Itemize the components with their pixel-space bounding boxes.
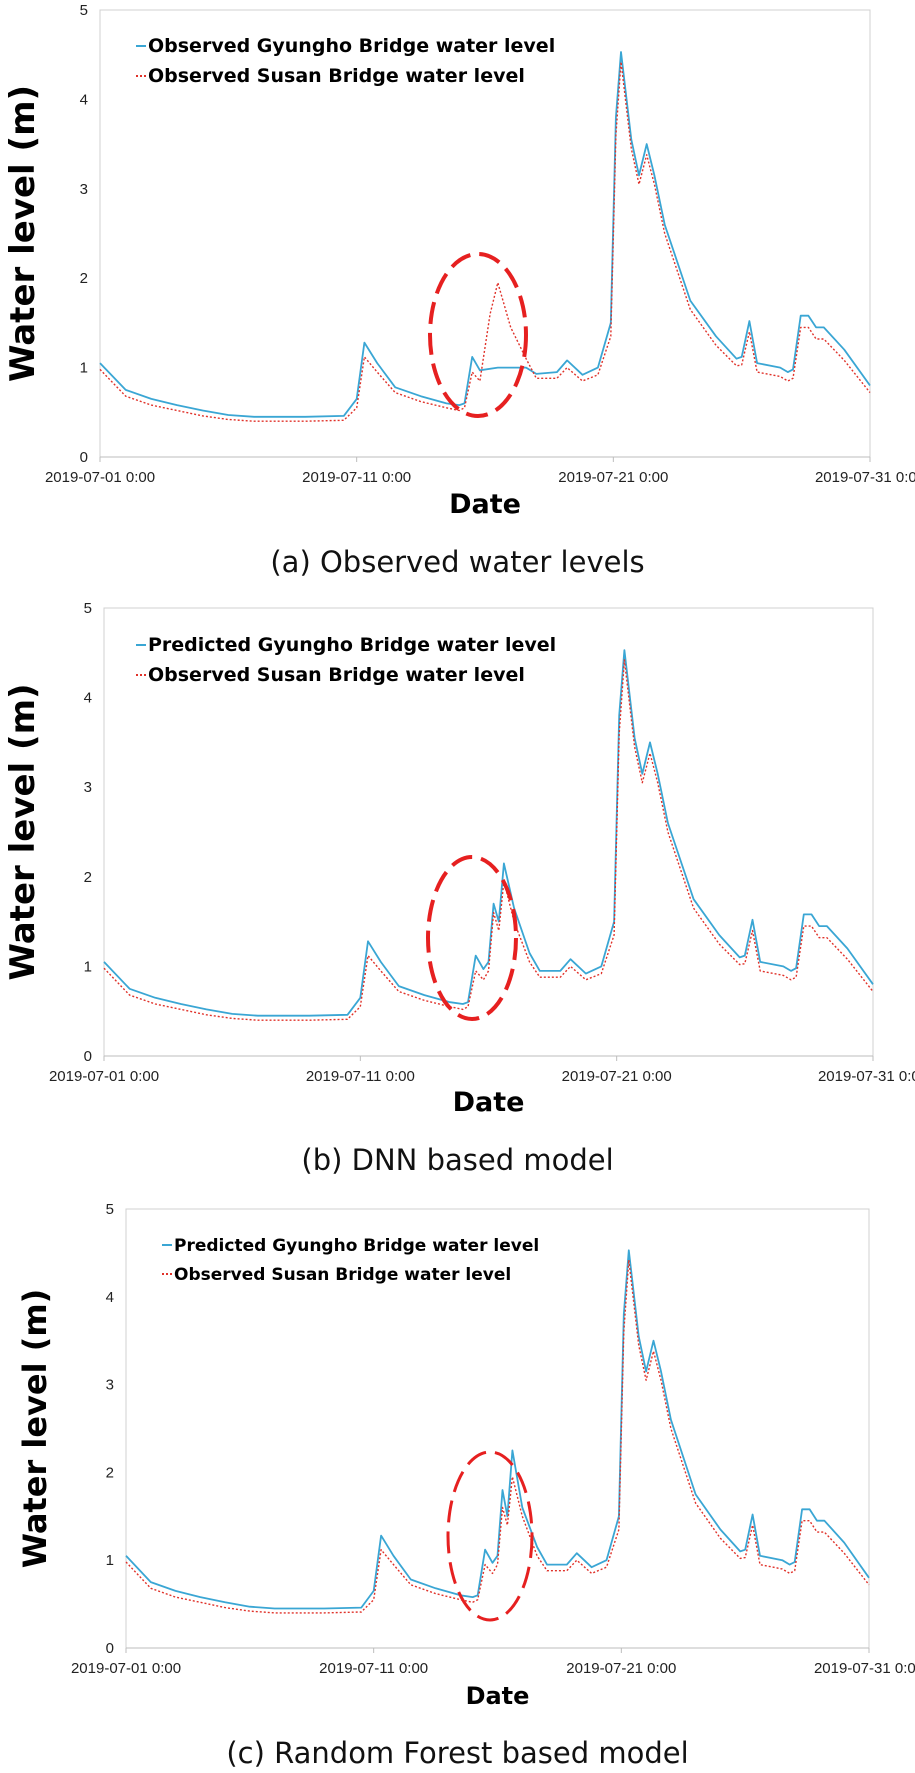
x-tick-label: 2019-07-11 0:00	[306, 1068, 415, 1085]
y-tick-label: 4	[84, 690, 92, 707]
x-tick-label: 2019-07-21 0:00	[562, 1068, 672, 1085]
x-tick-label: 2019-07-01 0:00	[71, 1660, 181, 1677]
y-tick-label: 0	[80, 449, 88, 466]
series-line-susan	[125, 1259, 870, 1614]
y-tick-label: 1	[84, 958, 92, 975]
series-line-gyungho	[99, 51, 871, 418]
y-tick-label: 4	[106, 1289, 114, 1306]
x-tick-label: 2019-07-21 0:00	[566, 1660, 676, 1677]
y-tick-label: 3	[80, 181, 88, 198]
x-tick-label: 2019-07-01 0:00	[45, 469, 155, 486]
y-tick-label: 3	[106, 1377, 114, 1394]
x-tick-label: 2019-07-01 0:00	[49, 1068, 159, 1085]
y-axis-title: Water level (m)	[16, 1289, 54, 1569]
series-line-gyungho	[103, 649, 874, 1017]
highlight-ellipse	[426, 855, 518, 1021]
y-tick-label: 2	[84, 869, 92, 886]
y-tick-label: 2	[80, 270, 88, 287]
y-axis-title: Water level (m)	[3, 683, 43, 980]
chart-random-forest-model: 0 1 2 3 4 5 2019-07-01 0:00 2019-07-11 0:00 2019…	[16, 1201, 915, 1710]
y-tick-label: 3	[84, 779, 92, 796]
legend-entry: Observed Gyungho Bridge water level	[148, 35, 555, 57]
caption-dnn-model: (b) DNN based model	[301, 1143, 614, 1177]
y-tick-label: 4	[80, 91, 88, 108]
legend-entry: Observed Susan Bridge water level	[148, 664, 525, 686]
legend-entry: Predicted Gyungho Bridge water level	[174, 1236, 539, 1256]
legend-entry: Observed Susan Bridge water level	[148, 65, 525, 87]
x-axis-title: Date	[453, 1087, 525, 1118]
highlight-ellipse	[428, 252, 528, 418]
caption-observed-water-levels: (a) Observed water levels	[270, 545, 645, 579]
y-tick-label: 5	[80, 2, 88, 19]
x-tick-label: 2019-07-21 0:00	[558, 469, 668, 486]
y-tick-label: 0	[106, 1640, 114, 1657]
x-axis-title: Date	[449, 489, 521, 520]
x-axis-title: Date	[466, 1682, 530, 1710]
x-tick-label: 2019-07-31 0:00	[815, 469, 915, 486]
caption-random-forest-model: (c) Random Forest based model	[226, 1736, 689, 1770]
legend-entry: Observed Susan Bridge water level	[174, 1265, 511, 1285]
x-tick-label: 2019-07-31 0:00	[818, 1068, 915, 1085]
x-tick-label: 2019-07-31 0:00	[814, 1660, 915, 1677]
series-line-gyungho	[125, 1249, 870, 1610]
legend-entry: Predicted Gyungho Bridge water level	[148, 634, 556, 656]
y-tick-label: 5	[106, 1201, 114, 1218]
y-tick-label: 5	[84, 600, 92, 617]
x-tick-label: 2019-07-11 0:00	[302, 469, 411, 486]
y-tick-label: 1	[80, 360, 88, 377]
y-tick-label: 2	[106, 1464, 114, 1481]
x-tick-label: 2019-07-11 0:00	[319, 1660, 428, 1677]
y-axis-title: Water level (m)	[3, 85, 43, 382]
chart-dnn-model: 0 1 2 3 4 5 2019-07-01 0:00 2019-07-11 0:00 2019…	[3, 600, 915, 1118]
chart-observed-water-levels: 0 1 2 3 4 5 2019-07-01 0:00 2019-07-11 0:00 2019…	[3, 2, 915, 520]
y-tick-label: 0	[84, 1048, 92, 1065]
y-tick-label: 1	[106, 1552, 114, 1569]
series-line-susan	[99, 61, 871, 422]
series-line-susan	[103, 659, 874, 1021]
highlight-ellipse	[446, 1450, 534, 1622]
